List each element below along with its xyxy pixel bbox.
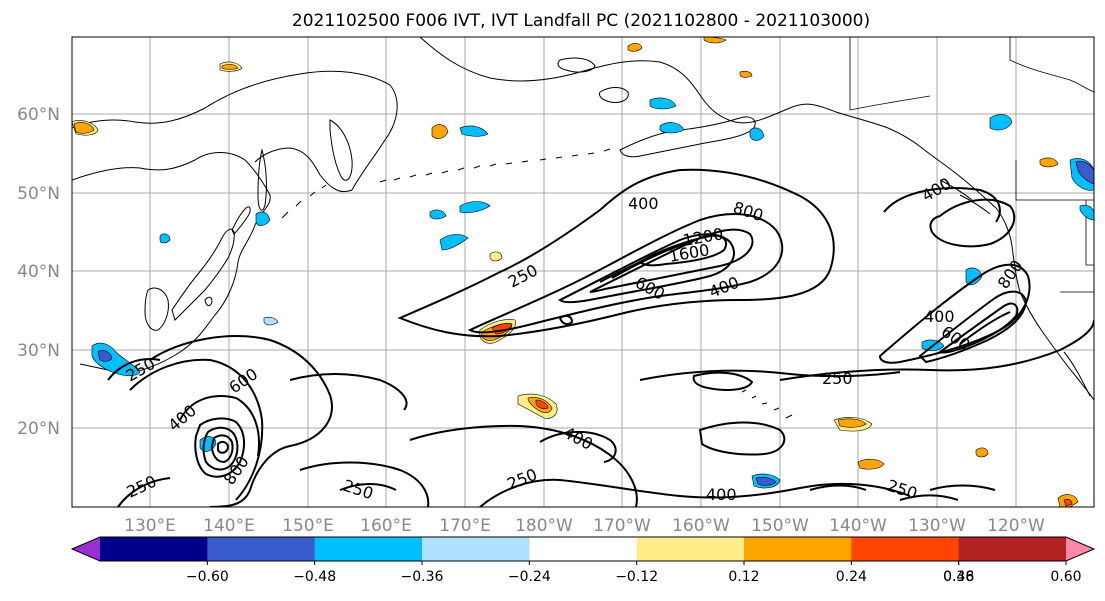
colorbar-extend-low bbox=[72, 537, 100, 561]
lat-label: 30°N bbox=[17, 341, 60, 361]
figure-title: 2021102500 F006 IVT, IVT Landfall PC (20… bbox=[292, 11, 870, 31]
colorbar-swatch bbox=[744, 537, 852, 561]
map-border bbox=[71, 36, 1095, 508]
colorbar-swatch bbox=[636, 537, 745, 561]
lat-label: 20°N bbox=[17, 419, 60, 439]
colorbar-tick-label: −0.24 bbox=[508, 569, 551, 585]
colorbar-tick-label: 0.48 bbox=[943, 569, 974, 585]
colorbar-tick-label: −0.60 bbox=[186, 569, 229, 585]
latitude-labels: 60°N 50°N 40°N 30°N 20°N bbox=[17, 105, 60, 439]
colorbar-swatch bbox=[100, 537, 208, 561]
lon-label: 170°W bbox=[593, 516, 651, 536]
ivt-contours bbox=[107, 168, 1094, 507]
colorbar-tick-label: −0.36 bbox=[401, 569, 444, 585]
lon-label: 170°E bbox=[439, 516, 491, 536]
lon-label: 120°W bbox=[987, 516, 1045, 536]
map-background bbox=[72, 37, 1094, 507]
colorbar-extend-high bbox=[1066, 537, 1094, 561]
colorbar-tick-labels: −0.60 −0.48 −0.36 −0.24 −0.12 0.12 0.24 0.360.4… bbox=[186, 561, 1082, 585]
colorbar-tick-label: 0.12 bbox=[728, 569, 759, 585]
lon-label: 180°W bbox=[515, 516, 573, 536]
contour-label: 400 bbox=[706, 485, 737, 504]
colorbar-swatch bbox=[207, 537, 316, 561]
lat-label: 60°N bbox=[17, 105, 60, 125]
colorbar-swatch bbox=[958, 537, 1067, 561]
colorbar-tick-label: −0.12 bbox=[615, 569, 658, 585]
colorbar-swatch bbox=[314, 537, 423, 561]
lon-label: 150°E bbox=[282, 516, 334, 536]
contour-label: 400 bbox=[924, 307, 955, 326]
colorbar-tick-label: 0.60 bbox=[1050, 569, 1081, 585]
lon-label: 130°E bbox=[124, 516, 176, 536]
colorbar-tick-label: −0.48 bbox=[293, 569, 336, 585]
colorbar-swatch bbox=[529, 537, 638, 561]
colorbar-swatch bbox=[851, 537, 960, 561]
colorbar-tick-label: 0.36 bbox=[943, 569, 974, 585]
colorbar-swatch bbox=[422, 537, 530, 561]
colorbar-tick-label: 0.24 bbox=[836, 569, 867, 585]
lon-label: 140°W bbox=[829, 516, 887, 536]
coastlines bbox=[72, 37, 1094, 419]
shaded-patches bbox=[72, 37, 1094, 507]
lat-label: 50°N bbox=[17, 184, 60, 204]
lon-label: 160°W bbox=[672, 516, 730, 536]
longitude-labels: 130°E 140°E 150°E 160°E 170°E 180°W 170°… bbox=[124, 516, 1045, 536]
lon-label: 160°E bbox=[360, 516, 412, 536]
lon-label: 140°E bbox=[203, 516, 255, 536]
colorbar bbox=[70, 536, 1096, 562]
lat-label: 40°N bbox=[17, 262, 60, 282]
lon-label: 130°W bbox=[908, 516, 966, 536]
lon-label: 150°W bbox=[751, 516, 809, 536]
contour-label: 400 bbox=[628, 194, 659, 213]
contour-label: 250 bbox=[822, 369, 853, 388]
colorbar-outline bbox=[70, 536, 1096, 562]
